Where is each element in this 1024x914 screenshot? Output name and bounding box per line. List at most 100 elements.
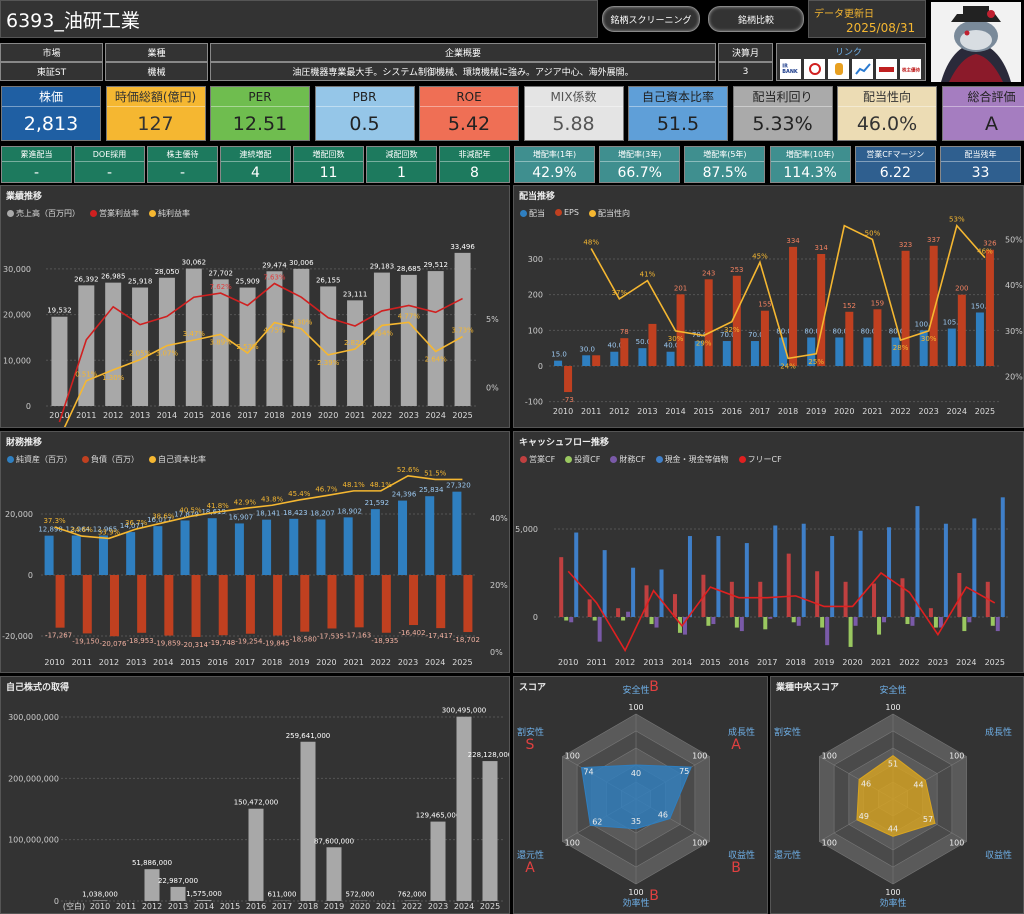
y-tick: 0	[538, 362, 543, 371]
inv-cf-bar	[564, 617, 569, 621]
cash-bar	[602, 550, 607, 617]
stat-4: 増配回数 11	[293, 146, 364, 183]
inv-cf-bar	[877, 617, 882, 635]
kabutan-link-icon[interactable]	[804, 59, 825, 79]
x-tick: 2010	[44, 658, 64, 667]
x-tick: 2017	[272, 902, 292, 911]
radar-max: 100	[692, 752, 707, 761]
stat-value: 8	[470, 164, 479, 181]
cash-bar	[887, 527, 892, 617]
fin-cf-bar	[853, 617, 858, 626]
div-bar	[610, 351, 619, 366]
stat-label: 増配率(10年)	[770, 147, 850, 162]
x-tick: 2012	[615, 658, 635, 667]
y-tick: 5,000	[515, 525, 538, 534]
eps-label: 201	[674, 284, 687, 292]
ratio-label: 40.5%	[179, 506, 202, 514]
inv-cf-bar	[990, 617, 995, 626]
asset-bar	[425, 496, 435, 575]
inv-cf-bar	[734, 617, 739, 628]
screening-button[interactable]: 銘柄スクリーニング	[602, 6, 700, 32]
chart-link-icon[interactable]	[852, 59, 873, 79]
x-tick: 2022	[402, 902, 422, 911]
eps-bar	[704, 279, 713, 366]
x-tick: 2013	[643, 658, 663, 667]
x-tick: 2011	[116, 902, 136, 911]
minkabu-link-icon[interactable]	[828, 59, 849, 79]
x-tick: 2020	[842, 658, 862, 667]
sales-label: 25,918	[128, 278, 153, 286]
liab-label: -17,535	[317, 632, 344, 640]
inv-cf-bar	[706, 617, 711, 626]
x-tick: 2016	[211, 411, 231, 420]
fin-cf-bar	[654, 617, 659, 628]
inv-cf-bar	[621, 617, 626, 621]
liab-bar	[218, 575, 228, 636]
div-bar	[807, 337, 816, 366]
irbank-link-icon[interactable]: IR BANK	[780, 59, 801, 79]
radar-max: 100	[822, 752, 837, 761]
ratio-label: 43.8%	[261, 495, 284, 503]
kabutan-shou-link-icon[interactable]	[876, 59, 897, 79]
payout-label: 29%	[696, 340, 712, 348]
sales-bar	[427, 271, 444, 406]
x-tick: 2018	[262, 658, 282, 667]
div-label: 80.0	[804, 327, 820, 335]
x-tick: 2015	[184, 411, 204, 420]
liab-bar	[245, 575, 255, 634]
asset-label: 12,965	[93, 525, 118, 533]
cash-bar	[574, 532, 579, 617]
buyback-bar	[248, 808, 264, 901]
net-label: 2.64%	[425, 356, 448, 364]
ratio-label: 34.6%	[71, 526, 94, 534]
x-tick: 2013	[637, 407, 657, 416]
fin-cf-bar	[938, 617, 943, 628]
sales-label: 26,985	[101, 273, 126, 281]
y-tick: 0	[26, 402, 31, 411]
ratio-label: 33.9%	[98, 528, 121, 536]
y-tick: -20,000	[2, 632, 33, 641]
x-tick: 2024	[956, 658, 976, 667]
kpi-3: PBR 0.5	[314, 86, 415, 141]
sales-label: 29,183	[370, 263, 395, 271]
x-tick: 2013	[130, 411, 150, 420]
y-tick: 20,000	[5, 510, 33, 519]
div-label: 70.0	[720, 331, 736, 339]
net-label: 4.77%	[398, 312, 421, 320]
div-bar	[750, 341, 759, 366]
yutai-link-icon[interactable]: 株主優待	[900, 59, 921, 79]
kpi-value: 2,813	[23, 112, 79, 135]
asset-bar	[452, 491, 462, 575]
kpi-value: 127	[137, 112, 174, 135]
eps-bar	[901, 250, 910, 366]
div-bar	[694, 341, 703, 366]
sales-bar	[400, 274, 417, 406]
x-tick: 2016	[729, 658, 749, 667]
kpi-value: 51.5	[656, 112, 700, 135]
x-tick: 2015	[694, 407, 714, 416]
net-label: 3.47%	[183, 330, 206, 338]
x-tick: 2012	[99, 658, 119, 667]
sales-bar	[239, 287, 256, 406]
buyback-bar	[456, 716, 472, 901]
cash-bar	[943, 523, 948, 617]
div-label: 80.0	[861, 327, 877, 335]
asset-bar	[98, 535, 108, 575]
asset-bar	[289, 518, 299, 575]
compare-button[interactable]: 銘柄比較	[708, 6, 804, 32]
asset-label: 16,017	[147, 516, 172, 524]
buyback-label: 1,575,000	[186, 890, 222, 898]
stat-0: 累進配当 -	[1, 146, 72, 183]
y-tick: 200,000,000	[8, 774, 59, 783]
x-tick: 2023	[399, 411, 419, 420]
stat-value: 6.22	[879, 164, 911, 181]
sales-bar	[320, 286, 337, 406]
op-cf-bar	[815, 571, 820, 617]
div-label: 40.0	[664, 342, 680, 350]
op-cf-bar	[644, 585, 649, 617]
buyback-bar	[92, 900, 108, 901]
div-bar	[863, 337, 872, 366]
x-tick: 2021	[862, 407, 882, 416]
liab-bar	[82, 575, 92, 634]
stat-label: DOE採用	[75, 147, 144, 162]
